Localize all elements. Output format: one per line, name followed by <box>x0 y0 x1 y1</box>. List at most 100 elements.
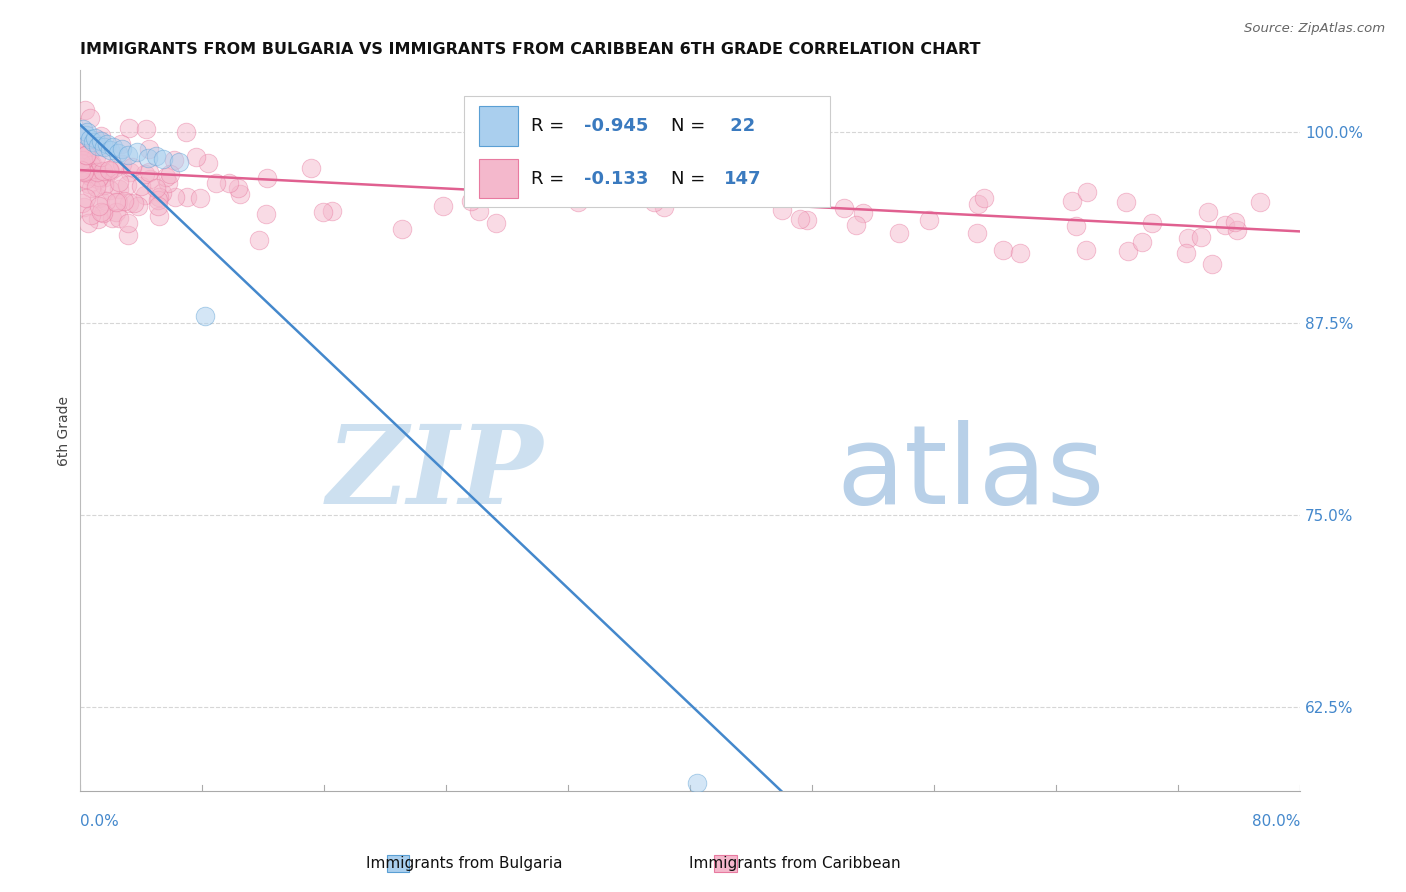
Point <box>75 148 97 162</box>
Text: ZIP: ZIP <box>326 420 543 528</box>
Point <box>96 136 118 151</box>
Point <box>86 180 108 194</box>
Text: IMMIGRANTS FROM BULGARIA VS IMMIGRANTS FROM CARIBBEAN 6TH GRADE CORRELATION CHAR: IMMIGRANTS FROM BULGARIA VS IMMIGRANTS F… <box>80 42 980 57</box>
FancyBboxPatch shape <box>387 855 409 872</box>
Point <box>118 165 141 179</box>
Point <box>194 309 217 323</box>
Point <box>226 181 249 195</box>
Point <box>98 162 121 177</box>
FancyBboxPatch shape <box>478 106 517 145</box>
Point <box>73 200 96 214</box>
Point <box>94 194 117 208</box>
Point <box>79 111 101 125</box>
Point <box>87 191 110 205</box>
Point <box>148 199 170 213</box>
Text: -0.133: -0.133 <box>583 169 648 187</box>
Point <box>103 161 125 175</box>
Text: Source: ZipAtlas.com: Source: ZipAtlas.com <box>1244 22 1385 36</box>
Text: R =: R = <box>531 169 569 187</box>
Point <box>1115 195 1137 210</box>
Point <box>779 172 801 186</box>
Point <box>89 133 111 147</box>
Point <box>72 121 94 136</box>
Point <box>155 169 177 184</box>
Point <box>90 134 112 148</box>
Point <box>145 181 167 195</box>
Point <box>91 164 114 178</box>
Point <box>76 125 98 139</box>
Point <box>567 195 589 210</box>
Point <box>432 199 454 213</box>
Point <box>86 165 108 179</box>
Point <box>1197 204 1219 219</box>
Point <box>256 171 278 186</box>
Point <box>75 191 97 205</box>
Point <box>76 164 98 178</box>
Point <box>70 196 93 211</box>
Text: 147: 147 <box>724 169 762 187</box>
Point <box>84 150 107 164</box>
Point <box>93 140 115 154</box>
Point <box>93 178 115 193</box>
Point <box>127 145 149 159</box>
Point <box>79 169 101 183</box>
Point <box>1177 230 1199 244</box>
Point <box>117 216 139 230</box>
Point <box>89 129 111 144</box>
Point <box>82 136 104 150</box>
Point <box>163 153 186 167</box>
Point <box>832 201 855 215</box>
Point <box>579 169 602 183</box>
Point <box>87 138 110 153</box>
Point <box>229 187 252 202</box>
Point <box>686 776 709 790</box>
Point <box>1064 219 1087 233</box>
Text: Immigrants from Bulgaria: Immigrants from Bulgaria <box>366 856 562 871</box>
Point <box>174 125 197 139</box>
Point <box>112 194 135 208</box>
Point <box>70 163 93 178</box>
Point <box>87 171 110 186</box>
Point <box>75 128 97 142</box>
Point <box>77 161 100 176</box>
Point <box>70 156 93 170</box>
Text: Immigrants from Caribbean: Immigrants from Caribbean <box>689 856 900 871</box>
Point <box>134 187 156 202</box>
Point <box>1175 246 1198 260</box>
Point <box>1076 244 1098 258</box>
Point <box>75 172 97 186</box>
Point <box>121 161 143 175</box>
Point <box>1140 216 1163 230</box>
Point <box>98 183 121 197</box>
Point <box>321 204 343 219</box>
Point <box>652 201 675 215</box>
Point <box>101 211 124 226</box>
Point <box>249 233 271 247</box>
Point <box>1189 229 1212 244</box>
Point <box>90 204 112 219</box>
Point <box>87 169 110 184</box>
Point <box>98 143 121 157</box>
Point <box>991 243 1014 257</box>
Point <box>80 208 103 222</box>
Text: 22: 22 <box>724 117 755 135</box>
Point <box>91 206 114 220</box>
Point <box>1249 195 1271 210</box>
Point <box>602 185 624 199</box>
Point <box>117 228 139 243</box>
Point <box>218 176 240 190</box>
Point <box>167 155 190 169</box>
Point <box>1223 215 1246 229</box>
Point <box>110 136 132 151</box>
Point <box>79 166 101 180</box>
Y-axis label: 6th Grade: 6th Grade <box>58 396 72 466</box>
Point <box>72 163 94 178</box>
Point <box>1062 194 1084 208</box>
Point <box>122 196 145 211</box>
Point <box>80 158 103 172</box>
Point <box>789 211 811 226</box>
Point <box>72 130 94 145</box>
Point <box>889 226 911 240</box>
Point <box>1076 185 1098 199</box>
FancyBboxPatch shape <box>714 855 737 872</box>
